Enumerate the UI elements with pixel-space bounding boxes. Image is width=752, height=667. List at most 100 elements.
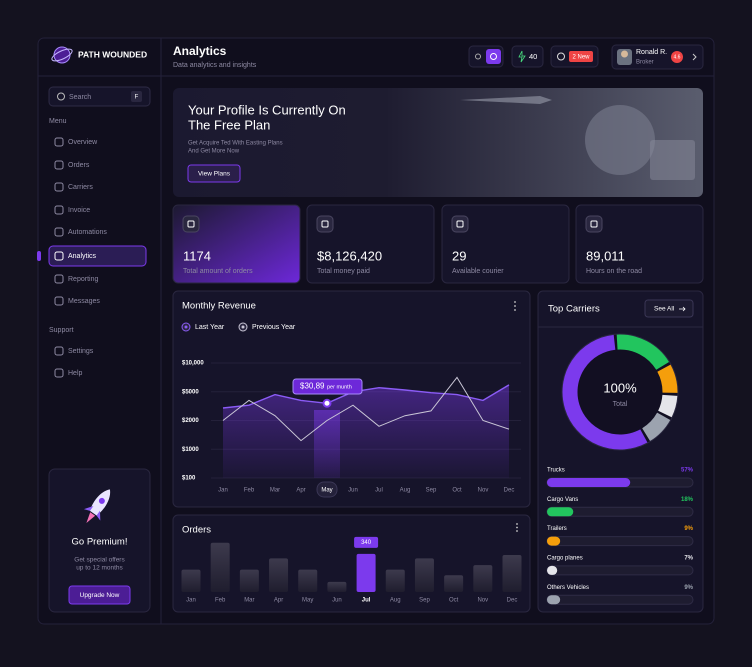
x-tick-label: Sep	[419, 598, 430, 604]
x-tick-label: Apr	[296, 488, 305, 494]
upgrade-button[interactable]	[68, 585, 131, 605]
page-title: Analytics	[173, 44, 227, 58]
premium-text: Get special offers	[74, 557, 125, 564]
stat-card	[441, 204, 570, 284]
bar	[181, 569, 201, 592]
menu-item[interactable]: Help	[68, 370, 83, 377]
x-tick-label: Aug	[390, 598, 401, 604]
see-all-label: See All	[654, 306, 675, 313]
tooltip-value: $30,89	[300, 382, 325, 391]
menu-icon	[54, 182, 64, 192]
stat-value: 89,011	[586, 248, 625, 263]
more-dot	[514, 301, 516, 303]
bell-icon	[557, 52, 565, 61]
banner-button-label: View Plans	[198, 171, 231, 178]
stat-value: 1174	[183, 248, 211, 263]
donut-segment	[641, 412, 671, 442]
x-tick-label: May	[321, 488, 332, 494]
stat-glyph	[456, 220, 464, 228]
bar	[327, 581, 347, 592]
bar	[269, 558, 289, 592]
x-tick-label: Nov	[477, 598, 488, 604]
more-dot	[516, 523, 518, 525]
menu-item[interactable]: Automations	[68, 229, 107, 236]
x-tick-label: Feb	[244, 488, 255, 494]
more-dot	[514, 309, 516, 311]
menu-marker	[37, 251, 41, 261]
carrier-value: 9%	[684, 526, 693, 532]
premium-card	[48, 468, 151, 613]
x-tick-label: Jan	[218, 488, 228, 494]
banner-title: The Free Plan	[188, 117, 270, 132]
brand: PATH WOUNDED	[78, 49, 147, 59]
menu-item[interactable]: Orders	[68, 162, 90, 169]
stat-label: Available courier	[452, 268, 504, 275]
search-box[interactable]	[48, 86, 151, 107]
banner-title: Your Profile Is Currently On	[188, 102, 346, 117]
shortcut-key	[131, 91, 142, 102]
highlight-point	[322, 398, 332, 408]
x-tick-label: Jun	[348, 488, 358, 494]
banner-globe	[585, 105, 655, 175]
menu-item[interactable]: Invoice	[68, 207, 90, 214]
y-tick-label: $5000	[182, 389, 199, 395]
line	[222, 384, 510, 409]
progress-bar	[547, 536, 561, 546]
stat-card	[306, 204, 435, 284]
bar	[239, 569, 259, 592]
progress-track	[546, 536, 694, 547]
progress-bar	[547, 507, 574, 517]
menu-label: Menu	[49, 118, 67, 125]
x-tick-label: Mar	[244, 598, 254, 604]
menu-item[interactable]: Messages	[68, 298, 100, 305]
y-tick-label: $1000	[182, 447, 199, 453]
tooltip-text: per munth	[327, 384, 352, 390]
y-tick-label: $2000	[182, 418, 199, 424]
menu-item[interactable]: Analytics	[68, 253, 97, 260]
user-badge	[671, 51, 683, 63]
bolt-icon	[518, 50, 526, 63]
carrier-value: 57%	[681, 468, 694, 474]
stat-icon	[585, 215, 603, 233]
menu-item[interactable]: Settings	[68, 348, 94, 355]
premium-text: up to 12 months	[76, 565, 123, 572]
carrier-name: Others Vehicles	[547, 585, 589, 591]
menu-icon	[54, 205, 64, 215]
chevron	[692, 53, 697, 61]
badge	[569, 51, 593, 62]
shortcut-text: F	[135, 94, 139, 100]
menu-icon	[54, 227, 64, 237]
area	[223, 384, 509, 478]
moon-icon	[490, 53, 497, 60]
user-name: Ronald R.	[636, 49, 667, 56]
menu-item[interactable]: Carriers	[68, 184, 93, 191]
stat-label: Hours on the road	[586, 268, 642, 275]
moon-button[interactable]	[486, 49, 501, 64]
see-all-button[interactable]	[644, 299, 694, 318]
x-tick-label: Sep	[426, 488, 437, 494]
carrier-name: Cargo Vans	[547, 497, 578, 503]
arrow-icon	[679, 306, 686, 312]
legend-dot	[241, 325, 245, 329]
menu-item[interactable]: Overview	[68, 139, 98, 146]
chart-title: Monthly Revenue	[182, 301, 256, 312]
x-tick-label: Feb	[215, 598, 226, 604]
user-menu[interactable]	[611, 44, 704, 70]
more-dot	[516, 526, 518, 529]
menu-item[interactable]: Reporting	[68, 276, 98, 283]
donut-track	[561, 333, 679, 451]
progress-track	[546, 594, 694, 605]
logo-ring	[51, 48, 73, 62]
carrier-value: 7%	[684, 555, 693, 561]
page-subtitle: Data analytics and insights	[173, 62, 257, 69]
donut-segment	[658, 394, 678, 418]
bar	[444, 575, 464, 592]
x-tick-label: Jul	[375, 488, 383, 494]
donut-segment	[657, 364, 678, 394]
alerts-button[interactable]	[511, 45, 544, 68]
x-tick-label: Jun	[332, 598, 342, 604]
premium-title: Go Premium!	[72, 537, 128, 548]
banner-button[interactable]	[187, 164, 241, 183]
search-placeholder: Search	[69, 94, 91, 101]
